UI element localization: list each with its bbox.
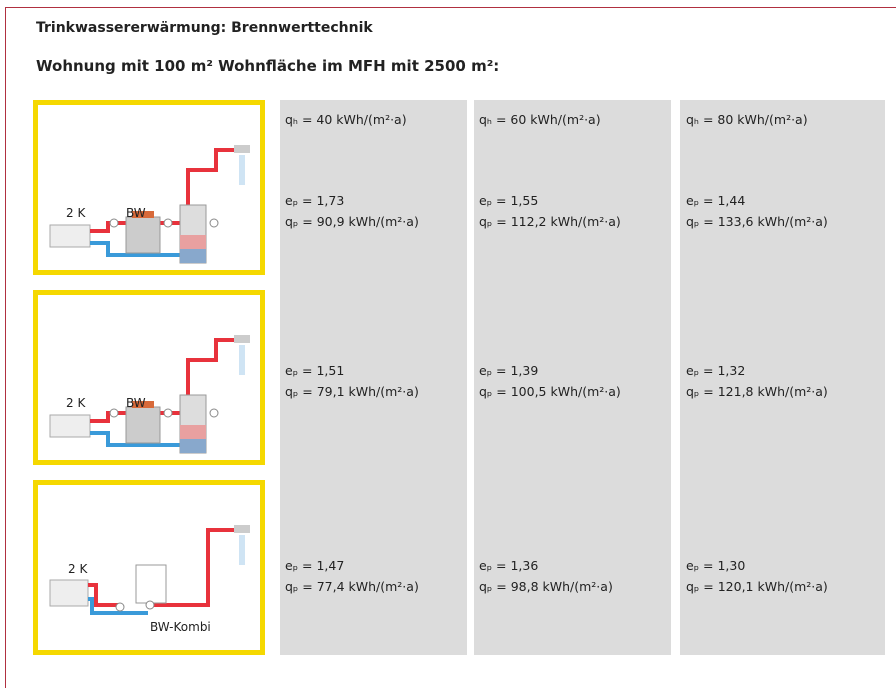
page: Trinkwassererwärmung: Brennwerttechnik W… — [0, 0, 896, 670]
boiler — [126, 217, 160, 253]
valve — [110, 219, 118, 227]
cell-value: qₚ = 133,6 kWh/(m²·a) — [686, 214, 828, 229]
pipe-hot — [90, 150, 238, 231]
storage-cold — [180, 439, 206, 453]
valve — [110, 409, 118, 417]
shower — [234, 525, 250, 533]
diagram-box: 2 K BW — [33, 100, 265, 275]
subtitle: Wohnung mit 100 m² Wohnfläche im MFH mit… — [36, 57, 499, 75]
diagram-box: 2 K BW-Kombi — [33, 480, 265, 655]
cell-value: qₚ = 98,8 kWh/(m²·a) — [479, 579, 613, 594]
schematic: 2 K BW-Kombi — [38, 485, 260, 650]
cell-value: qₚ = 79,1 kWh/(m²·a) — [285, 384, 419, 399]
shower — [234, 335, 250, 343]
cell-value: qₚ = 100,5 kWh/(m²·a) — [479, 384, 621, 399]
valve — [146, 601, 154, 609]
valve — [116, 603, 124, 611]
valve — [164, 219, 172, 227]
diagram-label: BW-Kombi — [150, 620, 211, 634]
cell-value: eₚ = 1,73 — [285, 193, 344, 208]
valve — [210, 219, 218, 227]
valve — [164, 409, 172, 417]
shower — [234, 145, 250, 153]
column-header: qₕ = 60 kWh/(m²·a) — [479, 112, 601, 127]
radiator — [50, 225, 90, 247]
diagram-label: BW — [126, 206, 146, 220]
cell-value: qₚ = 112,2 kWh/(m²·a) — [479, 214, 621, 229]
diagram-label: 2 K — [68, 562, 88, 576]
boiler — [126, 407, 160, 443]
column-header: qₕ = 40 kWh/(m²·a) — [285, 112, 407, 127]
cell-value: qₚ = 90,9 kWh/(m²·a) — [285, 214, 419, 229]
diagram-label: BW — [126, 396, 146, 410]
radiator — [50, 415, 90, 437]
cell-value: eₚ = 1,51 — [285, 363, 344, 378]
pipe-hot — [90, 340, 238, 421]
cell-value: eₚ = 1,55 — [479, 193, 538, 208]
schematic: 2 K BW — [38, 105, 260, 270]
cell-value: qₚ = 121,8 kWh/(m²·a) — [686, 384, 828, 399]
storage-cold — [180, 249, 206, 263]
radiator — [50, 580, 88, 606]
cell-value: qₚ = 120,1 kWh/(m²·a) — [686, 579, 828, 594]
shower-water — [239, 155, 245, 185]
cell-value: eₚ = 1,47 — [285, 558, 344, 573]
title: Trinkwassererwärmung: Brennwerttechnik — [36, 20, 373, 36]
cell-value: eₚ = 1,36 — [479, 558, 538, 573]
cell-value: qₚ = 77,4 kWh/(m²·a) — [285, 579, 419, 594]
shower-water — [239, 345, 245, 375]
cell-value: eₚ = 1,30 — [686, 558, 745, 573]
diagram-label: 2 K — [66, 396, 86, 410]
combi-boiler — [136, 565, 166, 603]
column-header: qₕ = 80 kWh/(m²·a) — [686, 112, 808, 127]
cell-value: eₚ = 1,39 — [479, 363, 538, 378]
shower-water — [239, 535, 245, 565]
valve — [210, 409, 218, 417]
cell-value: eₚ = 1,44 — [686, 193, 745, 208]
storage-hot — [180, 235, 206, 249]
schematic: 2 K BW — [38, 295, 260, 460]
diagram-label: 2 K — [66, 206, 86, 220]
cell-value: eₚ = 1,32 — [686, 363, 745, 378]
storage-hot — [180, 425, 206, 439]
diagram-box: 2 K BW — [33, 290, 265, 465]
